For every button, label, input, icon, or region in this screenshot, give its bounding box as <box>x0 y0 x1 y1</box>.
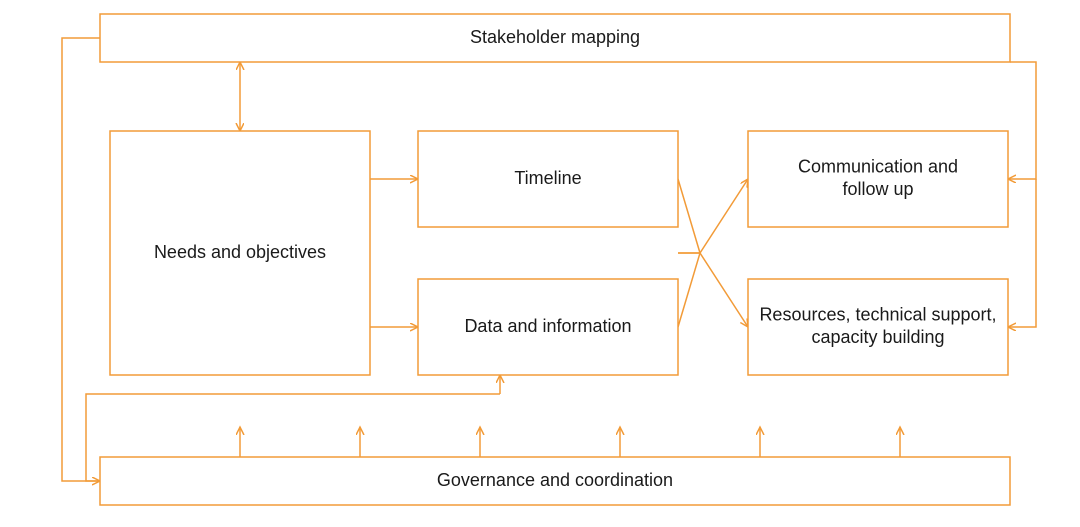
node-timeline-label-0: Timeline <box>514 168 581 188</box>
edge-stake-left-down <box>62 38 100 481</box>
node-resources-label-0: Resources, technical support, <box>759 305 996 325</box>
node-data-label-0: Data and information <box>464 316 631 336</box>
node-stakeholder: Stakeholder mapping <box>100 14 1010 62</box>
node-resources-label-1: capacity building <box>811 327 944 347</box>
node-timeline: Timeline <box>418 131 678 227</box>
node-resources: Resources, technical support,capacity bu… <box>748 279 1008 375</box>
node-comm: Communication andfollow up <box>748 131 1008 227</box>
edge-stake-right-res <box>1008 179 1036 327</box>
node-comm-label-0: Communication and <box>798 157 958 177</box>
node-needs-label-0: Needs and objectives <box>154 242 326 262</box>
node-data: Data and information <box>418 279 678 375</box>
edge-data-to-join <box>678 253 700 327</box>
node-governance: Governance and coordination <box>100 457 1010 505</box>
node-governance-label-0: Governance and coordination <box>437 470 673 490</box>
node-comm-label-1: follow up <box>842 179 913 199</box>
nodes-layer: Stakeholder mapping Needs and objectives T… <box>100 14 1010 505</box>
node-needs: Needs and objectives <box>110 131 370 375</box>
node-stakeholder-label-0: Stakeholder mapping <box>470 27 640 47</box>
edge-timeline-to-join <box>678 179 700 253</box>
diagram-canvas: Stakeholder mapping Needs and objectives T… <box>0 0 1080 527</box>
edge-stake-right-comm <box>1008 62 1036 179</box>
